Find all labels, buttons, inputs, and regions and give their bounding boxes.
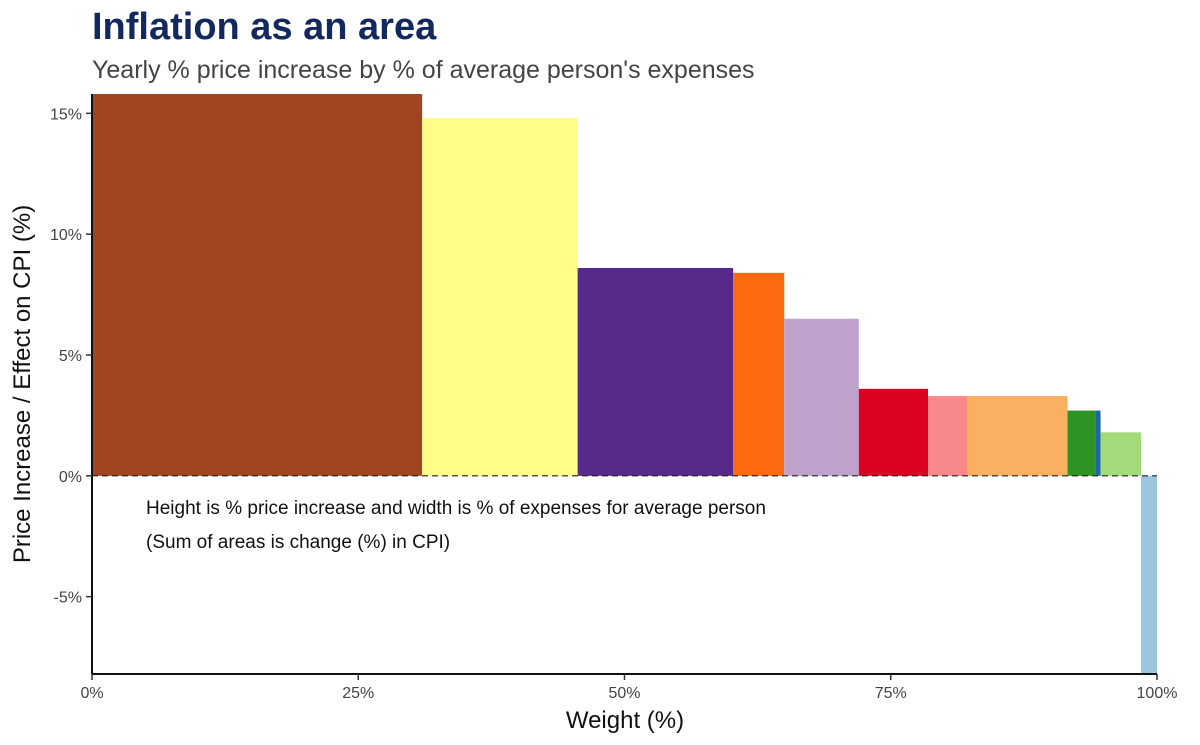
chart-title: Inflation as an area — [92, 6, 437, 48]
bar-8 — [967, 396, 1068, 476]
bar-9 — [1067, 410, 1096, 476]
bar-10 — [1095, 410, 1101, 476]
bars-group — [92, 94, 1157, 674]
bar-1 — [92, 94, 423, 476]
x-axis-title: Weight (%) — [566, 707, 684, 734]
chart-subtitle: Yearly % price increase by % of average … — [92, 56, 755, 84]
y-tick-label: 10% — [50, 227, 82, 244]
x-axis-ticks: 0% 25% 50% 75% 100% — [80, 674, 1177, 702]
x-tick-label: 50% — [608, 685, 640, 702]
bar-6 — [858, 388, 929, 476]
y-tick-label: 0% — [59, 469, 82, 486]
bar-11 — [1100, 432, 1142, 476]
y-tick-label: 5% — [59, 348, 82, 365]
bar-2 — [422, 118, 578, 476]
y-tick-label: -5% — [54, 590, 82, 607]
x-tick-label: 75% — [875, 685, 907, 702]
y-axis-title: Price Increase / Effect on CPI (%) — [9, 205, 36, 563]
bar-5 — [784, 318, 859, 476]
bar-12 — [1141, 475, 1157, 674]
bar-3 — [577, 268, 734, 476]
annotation-line-2: (Sum of areas is change (%) in CPI) — [146, 532, 450, 553]
y-tick-label: 15% — [50, 106, 82, 123]
y-axis-ticks: -5% 0% 5% 10% 15% — [50, 106, 92, 607]
x-tick-label: 0% — [80, 685, 103, 702]
x-tick-label: 25% — [342, 685, 374, 702]
bar-4 — [733, 272, 785, 476]
bar-7 — [928, 396, 968, 476]
x-tick-label: 100% — [1137, 685, 1178, 702]
annotation-line-1: Height is % price increase and width is … — [146, 498, 766, 519]
